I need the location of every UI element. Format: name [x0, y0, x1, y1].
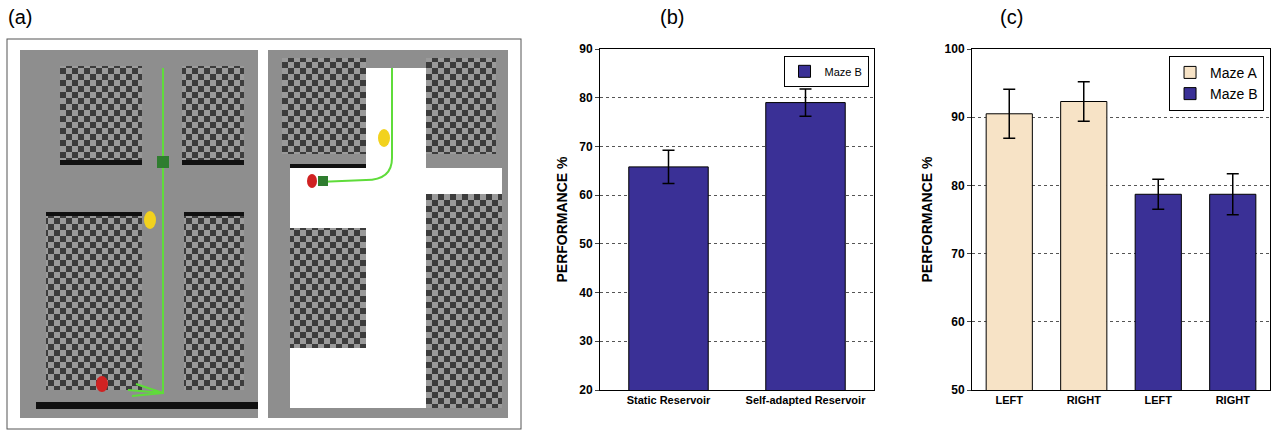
svg-text:70: 70 — [951, 247, 965, 261]
svg-text:80: 80 — [579, 91, 593, 105]
svg-text:Static Reservoir: Static Reservoir — [627, 394, 711, 406]
html-text:(c): (c) — [1000, 6, 1024, 28]
svg-text:50: 50 — [579, 237, 593, 251]
svg-text:Maze A: Maze A — [1210, 65, 1257, 81]
svg-text:Self-adapted Reservoir: Self-adapted Reservoir — [746, 394, 867, 406]
svg-text:PERFORMANCE %: PERFORMANCE % — [554, 156, 570, 283]
svg-text:PERFORMANCE %: PERFORMANCE % — [919, 156, 935, 283]
svg-text:60: 60 — [951, 315, 965, 329]
svg-text:30: 30 — [579, 334, 593, 348]
svg-text:20: 20 — [579, 383, 593, 397]
svg-text:LEFT: LEFT — [996, 394, 1024, 406]
svg-text:100: 100 — [945, 42, 965, 56]
svg-text:80: 80 — [951, 179, 965, 193]
svg-text:RIGHT: RIGHT — [1067, 394, 1102, 406]
svg-text:50: 50 — [951, 383, 965, 397]
svg-text:40: 40 — [579, 286, 593, 300]
svg-text:Maze B: Maze B — [825, 66, 862, 78]
svg-text:RIGHT: RIGHT — [1216, 394, 1251, 406]
svg-text:Maze B: Maze B — [1210, 86, 1257, 102]
html-text:(b): (b) — [660, 6, 685, 28]
svg-text:LEFT: LEFT — [1145, 394, 1173, 406]
html-text:(a): (a) — [8, 6, 33, 28]
svg-text:70: 70 — [579, 140, 593, 154]
svg-text:60: 60 — [579, 188, 593, 202]
svg-text:90: 90 — [951, 110, 965, 124]
svg-text:90: 90 — [579, 42, 593, 56]
